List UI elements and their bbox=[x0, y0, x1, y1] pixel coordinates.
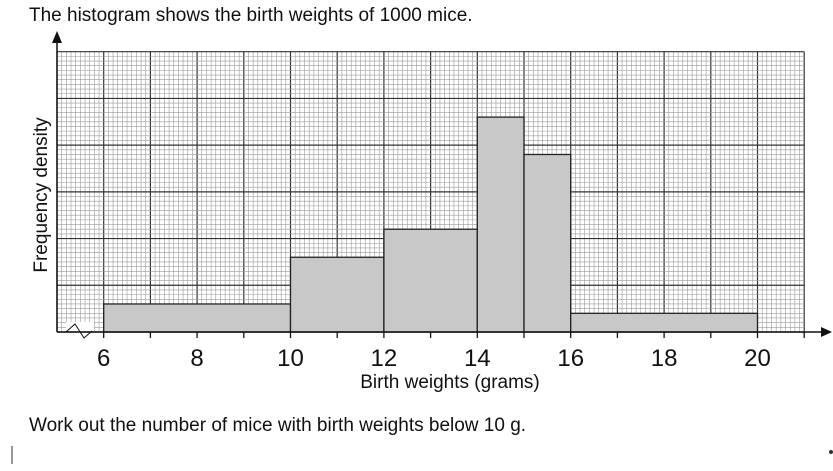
histogram-bar bbox=[476, 116, 525, 333]
x-tick-label: 12 bbox=[371, 345, 398, 372]
question-intro: The histogram shows the birth weights of… bbox=[29, 5, 473, 26]
axis-break-icon bbox=[65, 323, 93, 339]
x-tick-label: 18 bbox=[651, 345, 678, 372]
x-tick-label: 16 bbox=[557, 345, 584, 372]
grid bbox=[56, 51, 805, 333]
x-tick-label: 6 bbox=[97, 345, 110, 372]
histogram-bar bbox=[383, 228, 478, 333]
x-tick-label: 20 bbox=[744, 345, 771, 372]
x-tick-label: 10 bbox=[277, 345, 304, 372]
histogram-bar bbox=[570, 312, 759, 333]
y-axis-arrow-icon bbox=[52, 31, 62, 43]
x-axis-label: Birth weights (grams) bbox=[360, 372, 540, 393]
x-axis-arrow-icon bbox=[821, 327, 832, 337]
question-task: Work out the number of mice with birth w… bbox=[29, 415, 527, 436]
histogram-bar bbox=[289, 256, 385, 333]
y-axis-label: Frequency density bbox=[31, 117, 52, 273]
x-tick-label: 14 bbox=[464, 345, 491, 372]
histogram-bar bbox=[523, 153, 572, 333]
page-edge-dot bbox=[829, 450, 833, 454]
x-tick-label: 8 bbox=[190, 345, 203, 372]
histogram-bar bbox=[103, 303, 292, 333]
axis-break-mask bbox=[66, 322, 94, 331]
